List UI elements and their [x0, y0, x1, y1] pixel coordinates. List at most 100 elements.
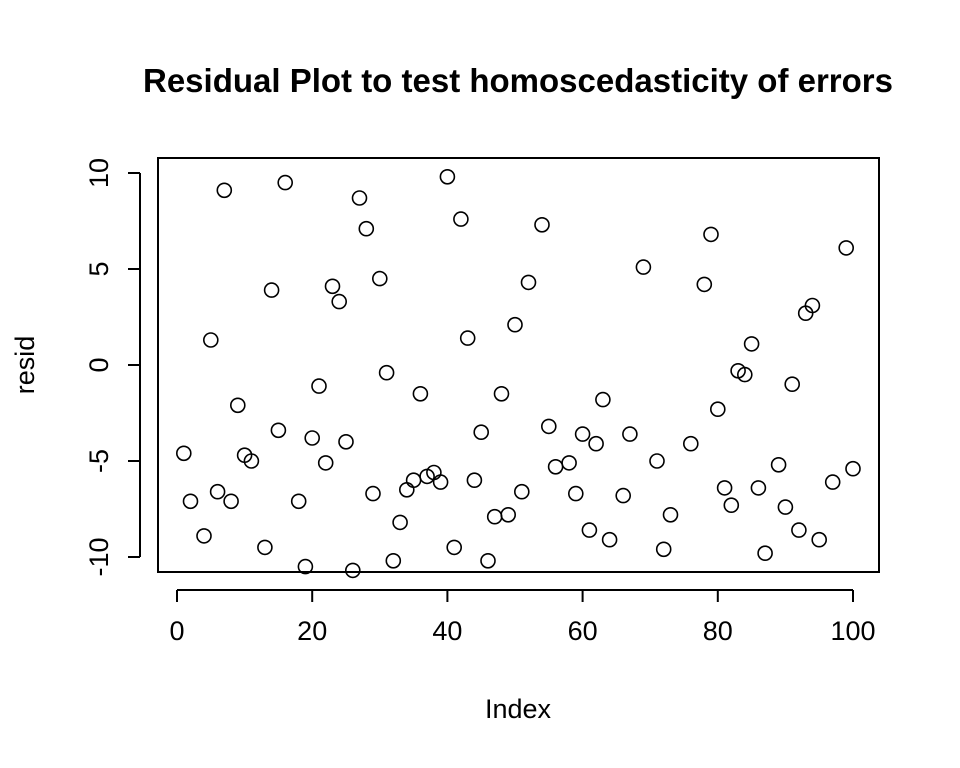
- data-point: [615, 487, 632, 504]
- data-point: [743, 336, 760, 352]
- data-point: [534, 217, 550, 233]
- data-point: [473, 424, 490, 441]
- y-tick-label: -10: [84, 537, 114, 576]
- data-point: [493, 385, 510, 402]
- data-point: [446, 539, 463, 556]
- data-point: [540, 418, 557, 435]
- data-point: [588, 435, 604, 452]
- x-tick-label: 60: [568, 616, 598, 646]
- data-point: [344, 562, 361, 579]
- data-point: [595, 391, 611, 408]
- data-point: [439, 169, 456, 185]
- data-point: [709, 401, 726, 418]
- data-point: [635, 259, 652, 275]
- data-point: [486, 508, 503, 525]
- data-point: [257, 539, 273, 556]
- data-point: [385, 552, 402, 569]
- data-point: [696, 276, 713, 293]
- x-tick-label: 0: [169, 616, 184, 646]
- data-point: [466, 472, 483, 489]
- data-point: [547, 458, 564, 475]
- data-point: [365, 485, 381, 502]
- data-point: [784, 376, 801, 393]
- data-point: [297, 558, 314, 575]
- data-point: [649, 453, 665, 469]
- data-point: [453, 211, 469, 227]
- data-point: [770, 456, 787, 473]
- data-points: [176, 169, 861, 579]
- x-tick-label: 100: [830, 616, 875, 646]
- data-point: [277, 174, 294, 191]
- data-point: [216, 182, 233, 199]
- data-point: [392, 514, 408, 531]
- data-point: [574, 426, 591, 442]
- data-point: [804, 297, 821, 314]
- data-point: [209, 483, 226, 500]
- data-point: [230, 397, 246, 414]
- y-tick-label: -5: [84, 449, 114, 473]
- data-point: [777, 499, 794, 515]
- data-point: [703, 226, 719, 243]
- data-point: [655, 541, 672, 558]
- x-tick-label: 80: [703, 616, 733, 646]
- data-point: [405, 472, 422, 489]
- x-axis-label: Index: [485, 694, 552, 724]
- data-point: [845, 460, 861, 477]
- data-point: [324, 278, 341, 295]
- data-point: [736, 366, 753, 383]
- data-point: [243, 453, 260, 469]
- data-point: [351, 190, 368, 206]
- x-tick-label: 40: [432, 616, 462, 646]
- x-tick-label: 20: [297, 616, 327, 646]
- data-point: [480, 552, 496, 569]
- data-point: [662, 506, 679, 523]
- y-tick-label: 5: [84, 261, 114, 276]
- data-point: [398, 481, 415, 498]
- data-point: [196, 528, 212, 544]
- data-point: [263, 282, 280, 298]
- y-tick-label: 0: [84, 357, 114, 372]
- data-point: [622, 426, 638, 442]
- data-point: [182, 493, 199, 510]
- data-point: [581, 522, 598, 538]
- plot-frame: [157, 157, 880, 573]
- x-axis: 0 20 40 60 80 100: [169, 589, 876, 646]
- data-point: [513, 483, 530, 500]
- data-point: [561, 455, 577, 471]
- data-point: [838, 240, 855, 256]
- data-point: [203, 332, 219, 348]
- data-point: [176, 445, 192, 462]
- y-axis-label: resid: [10, 336, 40, 395]
- data-point: [520, 274, 537, 291]
- data-point: [311, 378, 327, 394]
- data-point: [750, 480, 767, 496]
- data-point: [716, 480, 733, 496]
- data-point: [791, 522, 807, 538]
- data-point: [290, 493, 307, 510]
- data-point: [338, 433, 354, 450]
- y-tick-label: 10: [84, 158, 114, 188]
- data-point: [270, 422, 287, 439]
- data-point: [432, 474, 449, 490]
- data-point: [459, 330, 476, 346]
- data-point: [757, 545, 773, 562]
- data-point: [304, 430, 321, 446]
- data-point: [723, 497, 740, 514]
- data-point: [682, 435, 699, 452]
- data-point: [412, 385, 429, 402]
- data-point: [358, 220, 375, 237]
- data-point: [331, 293, 348, 310]
- data-point: [378, 364, 395, 381]
- data-point: [824, 474, 841, 490]
- data-point: [317, 455, 334, 471]
- y-axis: -10 -5 0 5 10: [84, 158, 141, 577]
- data-point: [223, 493, 239, 510]
- data-point: [507, 316, 523, 333]
- data-point: [371, 270, 388, 287]
- data-point: [601, 531, 618, 548]
- data-point: [811, 531, 828, 548]
- data-point: [567, 485, 584, 502]
- chart-title: Residual Plot to test homoscedasticity o…: [143, 62, 893, 99]
- data-point: [500, 506, 517, 523]
